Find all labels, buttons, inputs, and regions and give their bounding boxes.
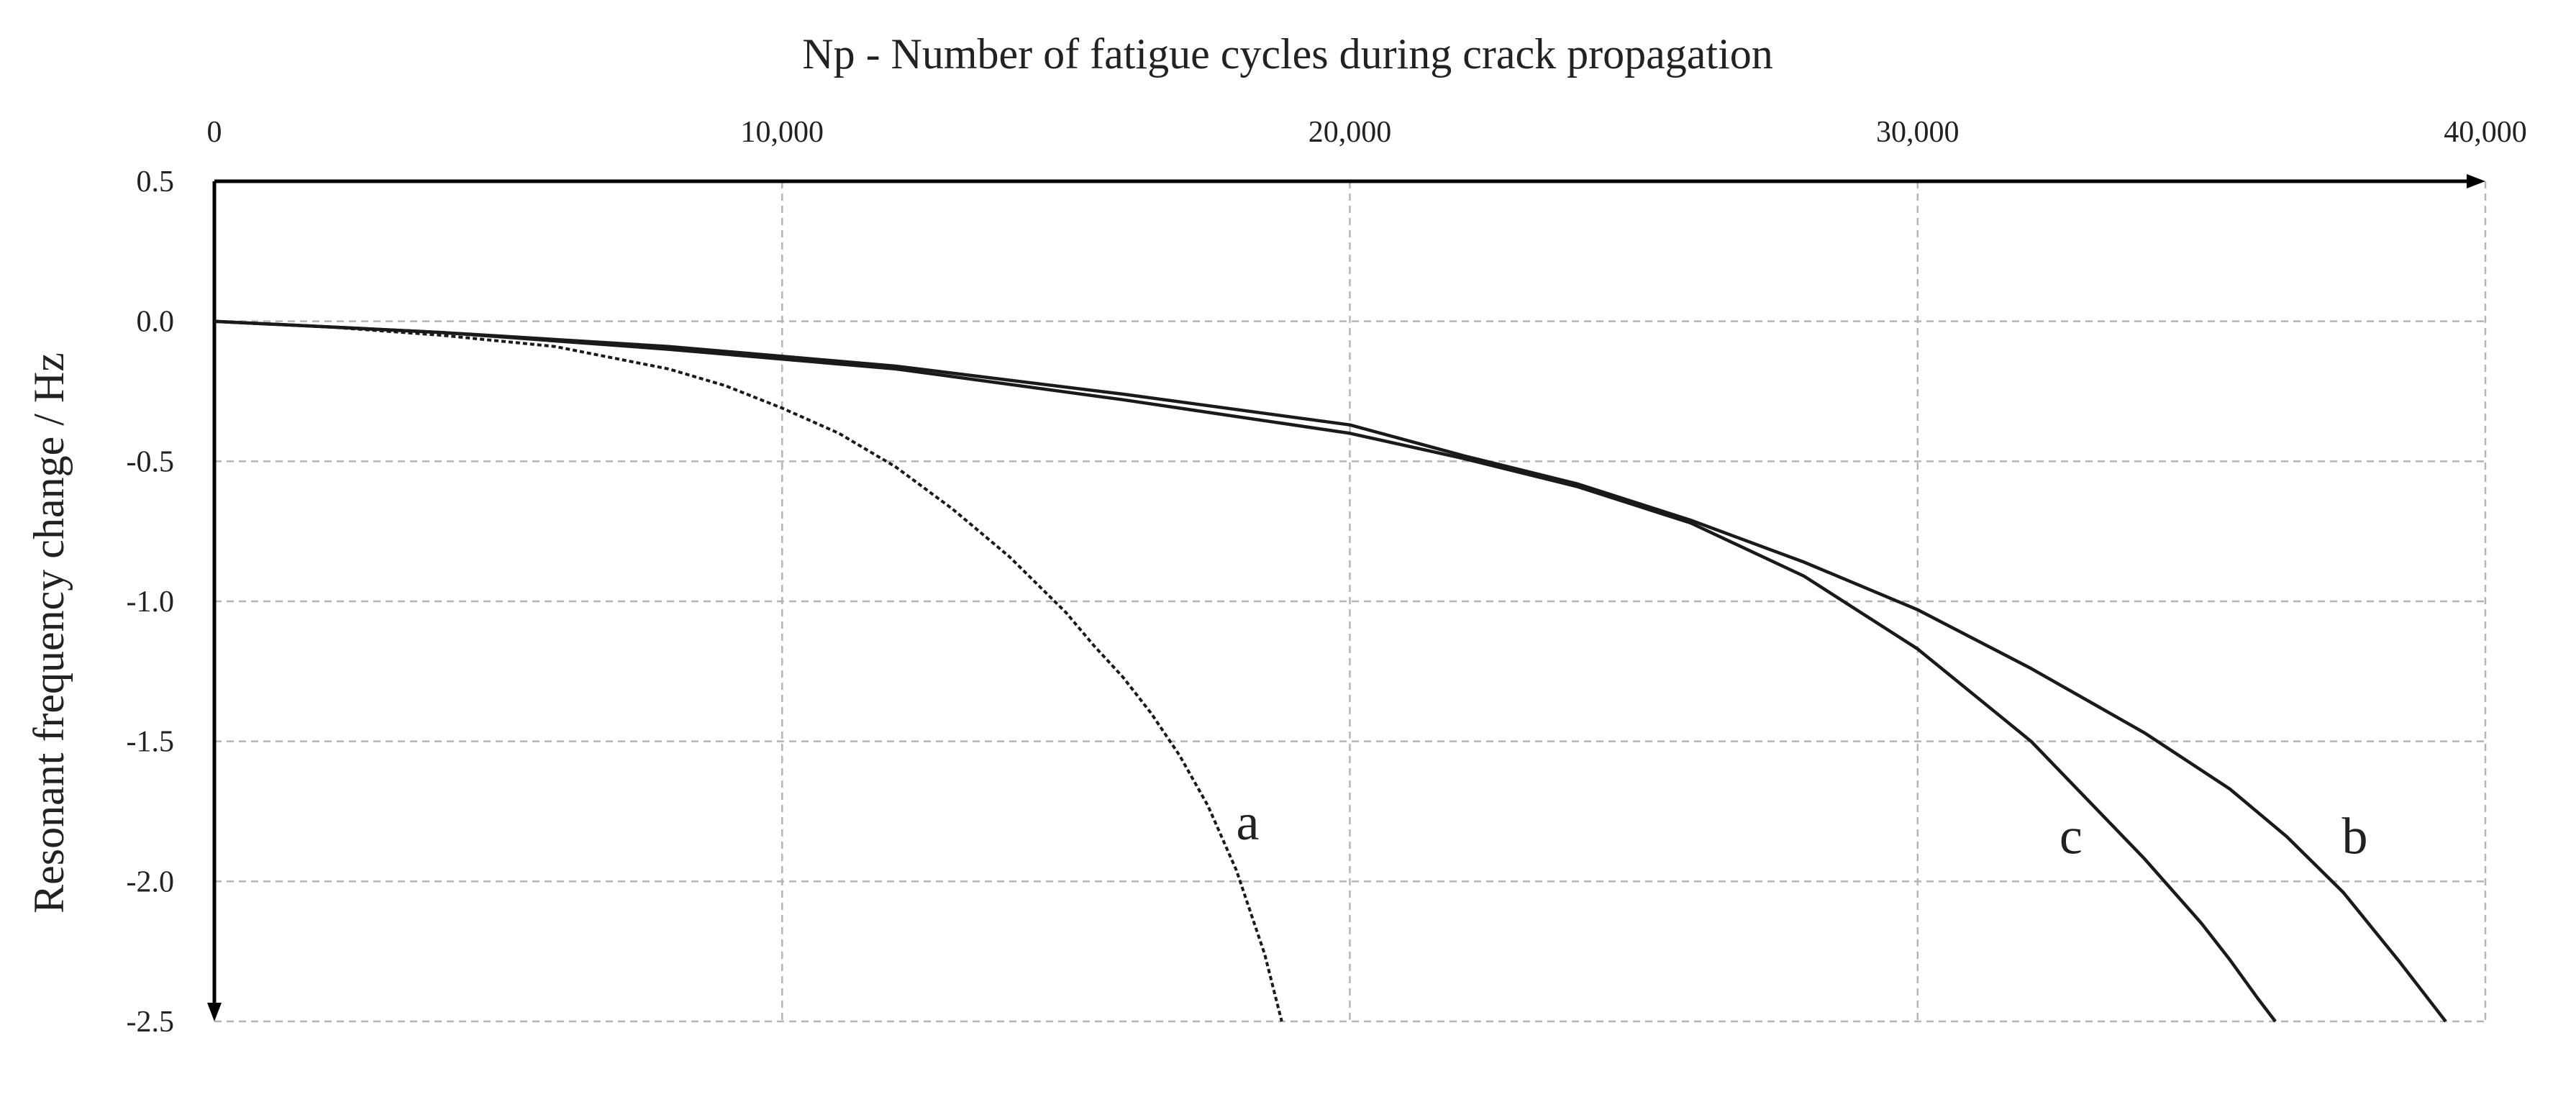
axis-layer — [207, 174, 2485, 1021]
grid-layer — [214, 181, 2487, 1023]
curve-label-c: c — [2060, 807, 2083, 865]
x-axis-title: Np - Number of fatigue cycles during cra… — [802, 30, 1773, 78]
series-line-b — [214, 319, 2447, 1023]
x-tick-label: 30,000 — [1876, 116, 1960, 149]
y-tick-label: -2.5 — [127, 1006, 175, 1039]
y-tick-label: -1.5 — [127, 726, 175, 759]
series-line-c — [214, 319, 2277, 1023]
x-tick-label: 40,000 — [2444, 116, 2527, 149]
y-tick-label: 0.5 — [137, 165, 175, 199]
y-axis-title: Resonant frequency change / Hz — [25, 352, 73, 914]
y-tick-label: -2.0 — [127, 865, 175, 898]
y-axis-arrow — [207, 1003, 222, 1021]
curve-label-b: b — [2341, 807, 2367, 865]
series-layer — [214, 319, 2447, 1023]
y-tick-label: -0.5 — [127, 445, 175, 478]
x-tick-label: 10,000 — [741, 116, 824, 149]
x-axis-arrow — [2467, 174, 2485, 188]
x-tick-label: 0 — [207, 116, 222, 149]
label-layer: a b c — [1236, 793, 2367, 865]
x-tick-label: 20,000 — [1309, 116, 1392, 149]
y-tick-label: 0.0 — [137, 306, 175, 339]
series-line-a — [214, 319, 1283, 1022]
curve-label-a: a — [1236, 793, 1259, 851]
y-tick-label: -1.0 — [127, 586, 175, 619]
tick-layer: 0 10,000 20,000 30,000 40,000 0.5 0.0 -0.5 -1.0 -… — [127, 116, 2527, 1039]
